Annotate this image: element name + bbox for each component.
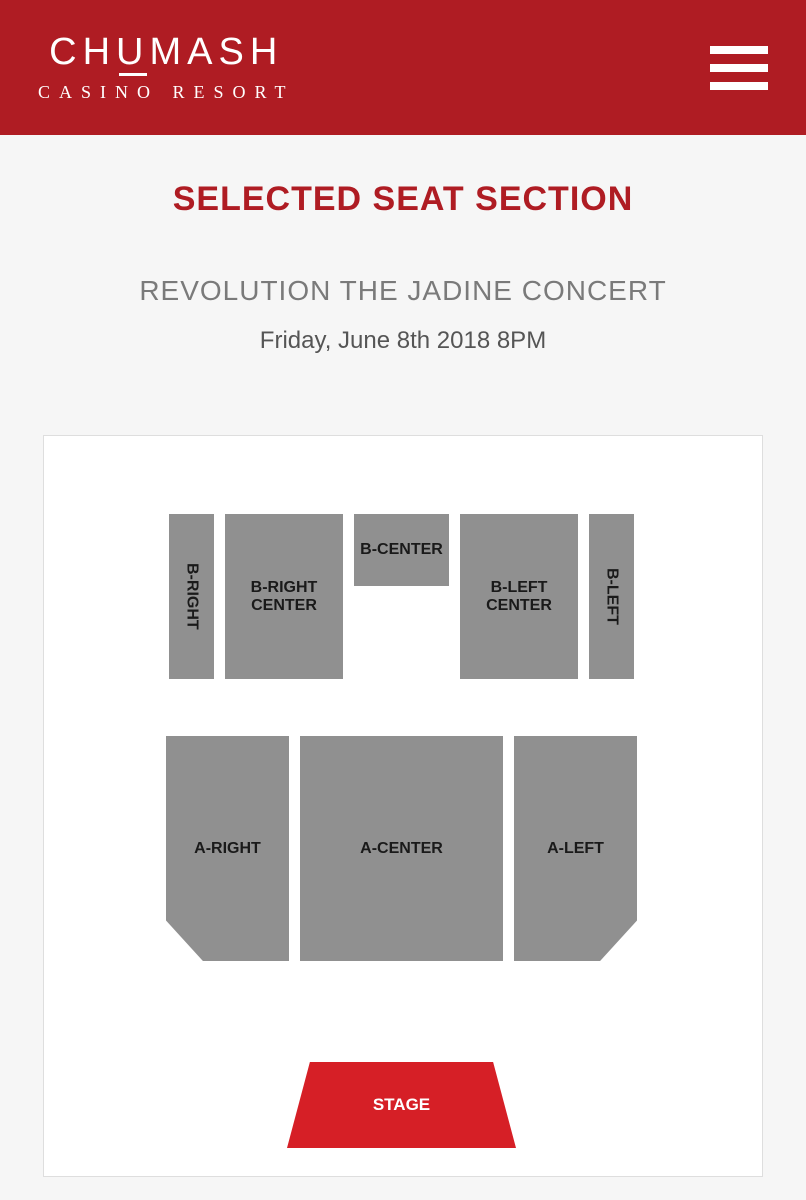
- seat-label: A-LEFT: [547, 840, 604, 858]
- stage-block: STAGE: [287, 1062, 516, 1148]
- event-title: REVOLUTION THE JADINE CONCERT: [20, 275, 786, 307]
- seat-section-b-left[interactable]: B-LEFT: [589, 514, 634, 679]
- seat-section-a-right[interactable]: A-RIGHT: [166, 736, 289, 961]
- seat-section-b-right[interactable]: B-RIGHT: [169, 514, 214, 679]
- seat-label: B-LEFT: [603, 568, 621, 625]
- seat-label: B-RIGHT: [183, 563, 201, 630]
- seat-section-b-left-center[interactable]: B-LEFTCENTER: [460, 514, 578, 679]
- site-header: CHUMASH CASINO RESORT: [0, 0, 806, 135]
- seat-label: A-RIGHT: [194, 840, 261, 858]
- seat-label: B-CENTER: [360, 541, 443, 559]
- seat-section-a-center[interactable]: A-CENTER: [300, 736, 503, 961]
- logo-main-text: CHUMASH: [49, 32, 283, 74]
- seat-label: B-RIGHTCENTER: [251, 579, 318, 615]
- seat-section-a-left[interactable]: A-LEFT: [514, 736, 637, 961]
- seat-label: B-LEFTCENTER: [486, 579, 552, 615]
- logo-sub-text: CASINO RESORT: [38, 82, 294, 103]
- event-date: Friday, June 8th 2018 8PM: [20, 327, 786, 355]
- seating-chart: B-RIGHT B-RIGHTCENTER B-CENTER B-LEFTCENTER…: [43, 435, 763, 1177]
- seat-label: A-CENTER: [360, 840, 443, 858]
- menu-hamburger-icon[interactable]: [710, 46, 768, 90]
- site-logo[interactable]: CHUMASH CASINO RESORT: [38, 32, 294, 103]
- seat-section-b-right-center[interactable]: B-RIGHTCENTER: [225, 514, 343, 679]
- page-content: SELECTED SEAT SECTION REVOLUTION THE JAD…: [0, 135, 806, 1200]
- section-title: SELECTED SEAT SECTION: [20, 180, 786, 219]
- seat-section-b-center[interactable]: B-CENTER: [354, 514, 449, 586]
